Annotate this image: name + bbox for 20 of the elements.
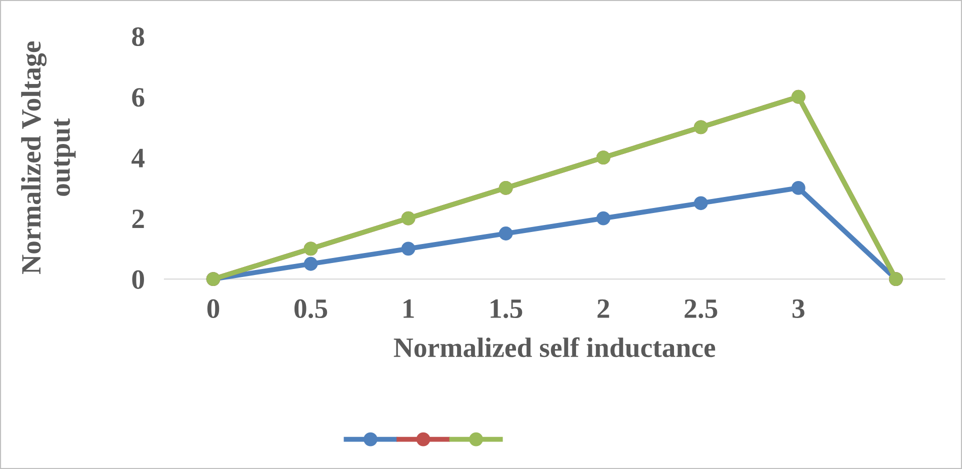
x-tick-label: 0 <box>207 299 220 318</box>
y-tick-label: 6 <box>132 88 144 107</box>
x-tick-label: 1.5 <box>490 299 522 318</box>
x-tick-label: 2.5 <box>684 299 718 318</box>
point <box>401 242 416 256</box>
point <box>694 196 708 210</box>
point <box>791 181 806 195</box>
y-tick-label: 4 <box>132 148 145 168</box>
x-tick-label: 0.5 <box>294 299 328 318</box>
y-axis-title: Normalized Voltage output <box>21 41 76 274</box>
point <box>596 211 610 226</box>
y-tick-label: 0 <box>132 270 144 289</box>
point <box>304 256 318 271</box>
y-tick-label: 8 <box>132 27 144 46</box>
y-tick-label: 2 <box>132 210 144 228</box>
x-tick-label: 2 <box>598 299 610 318</box>
x-tick-label: 3 <box>792 299 804 318</box>
x-axis-title: Normalized self inductance <box>394 337 716 358</box>
x-tick-label: 1 <box>404 299 414 318</box>
point <box>498 226 513 240</box>
